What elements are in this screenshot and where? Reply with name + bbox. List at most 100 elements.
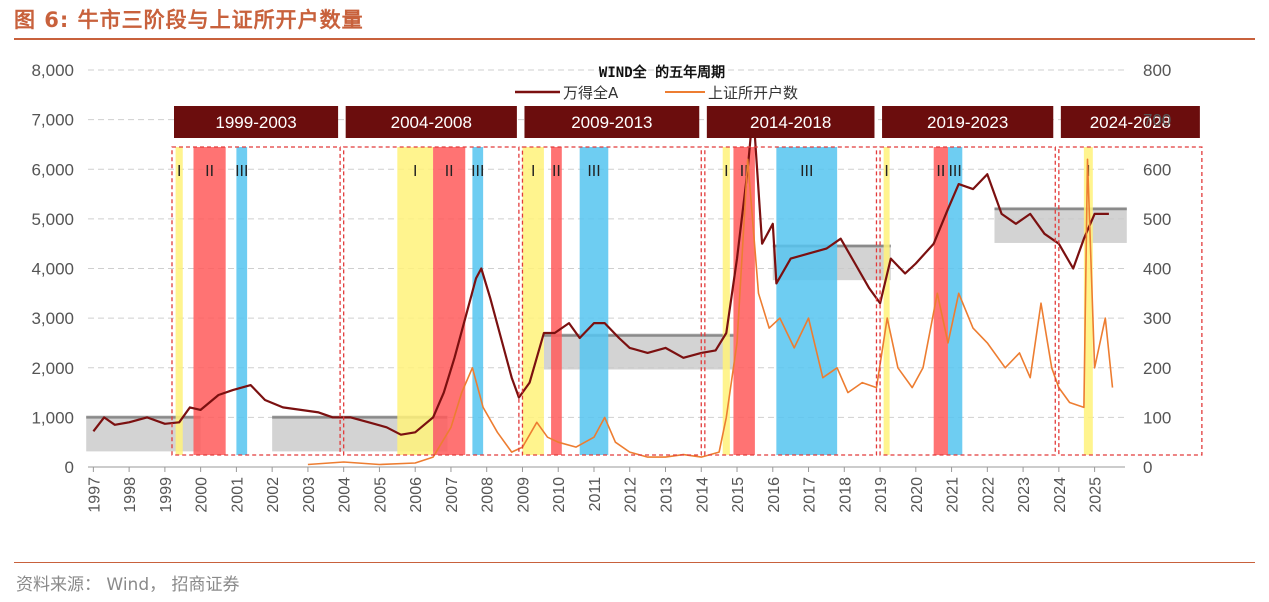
phase-band: [551, 147, 562, 455]
phase-band: [933, 147, 948, 455]
phase-band: [947, 147, 963, 455]
top-rule: [14, 38, 1255, 40]
legend-label: 上证所开户数: [708, 84, 798, 102]
cycle-label: 2014-2018: [750, 113, 831, 132]
x-tick-label: 2013: [659, 477, 676, 513]
cycle-box: [704, 146, 878, 456]
legend-label: 万得全A: [563, 84, 619, 102]
x-tick-label: 2001: [229, 477, 246, 513]
phase-band: [397, 147, 434, 455]
phase-label: II: [552, 162, 561, 180]
y-right-tick-label: 100: [1143, 408, 1171, 427]
x-tick-label: 2007: [444, 477, 461, 513]
source-note: 资料来源： Wind， 招商证券: [16, 575, 240, 595]
bottom-rule: [14, 562, 1255, 563]
cycle-label-box: [706, 106, 875, 138]
series-line: [92, 108, 1109, 436]
y-right-tick-label: 400: [1143, 260, 1171, 279]
cycle-box: [1058, 146, 1203, 456]
y-right-tick-label: 0: [1143, 458, 1152, 477]
x-tick-label: 2016: [766, 477, 783, 513]
x-tick-label: 2024: [1052, 477, 1069, 513]
x-tick-label: 2005: [372, 477, 389, 513]
phase-band: [579, 147, 609, 455]
y-left-tick-label: 3,000: [31, 309, 74, 328]
x-tick-label: 2010: [551, 477, 568, 513]
phase-label: I: [177, 162, 181, 180]
x-tick-label: 2020: [909, 477, 926, 513]
x-tick-label: 2009: [515, 477, 532, 513]
x-tick-label: 2018: [837, 477, 854, 513]
y-right-tick-label: 800: [1143, 61, 1171, 80]
phase-band: [175, 147, 183, 455]
x-tick-label: 1997: [86, 477, 103, 513]
phase-band: [522, 147, 544, 455]
x-tick-label: 2011: [587, 477, 604, 512]
series-line: [307, 158, 1114, 466]
phase-label: I: [413, 162, 417, 180]
y-right-tick-label: 200: [1143, 359, 1171, 378]
y-left-tick-label: 5,000: [31, 210, 74, 229]
x-tick-label: 2015: [730, 477, 747, 513]
x-tick-label: 2025: [1088, 477, 1105, 513]
cycle-label-box: [174, 106, 339, 138]
cycle-box: [171, 146, 341, 456]
x-tick-label: 2019: [873, 477, 890, 513]
y-left-tick-label: 7,000: [31, 111, 74, 130]
phase-band: [722, 147, 730, 455]
y-left-tick-label: 2,000: [31, 359, 74, 378]
y-right-tick-label: 300: [1143, 309, 1171, 328]
x-tick-label: 2006: [408, 477, 425, 513]
x-tick-label: 2000: [194, 477, 211, 513]
cycle-label: 1999-2003: [215, 113, 296, 132]
phase-label: III: [235, 162, 248, 180]
x-tick-label: 1998: [122, 477, 139, 513]
phase-label: III: [800, 162, 813, 180]
x-tick-label: 2017: [802, 477, 819, 513]
cycle-label-box: [345, 106, 517, 138]
x-tick-label: 2023: [1016, 477, 1033, 513]
cycle-label-box: [882, 106, 1054, 138]
axes: 0 1,000 2,000 3,000 4,000 5,000 6,000 7,000 8,00…: [31, 61, 1171, 513]
phase-band: [1083, 147, 1093, 455]
phase-label: II: [205, 162, 214, 180]
cycle-box: [343, 146, 520, 456]
x-tick-label: 2008: [480, 477, 497, 513]
cycle-label-box: [524, 106, 700, 138]
plateau-band: [86, 415, 201, 452]
phase-label: II: [445, 162, 454, 180]
y-left-tick-label: 8,000: [31, 61, 74, 80]
x-tick-label: 2002: [265, 477, 282, 513]
plateau-band: [994, 206, 1127, 243]
phase-label: III: [949, 162, 962, 180]
y-right-tick-label: 600: [1143, 160, 1171, 179]
cycle-label: 2019-2023: [927, 113, 1008, 132]
y-right-tick-label: 500: [1143, 210, 1171, 229]
cycle-boxes: 1999-2003 2004-2008 2009-2013 2014-2018 2019…: [171, 106, 1203, 456]
phase-label: II: [936, 162, 945, 180]
y-right-tick-label: 700: [1143, 111, 1171, 130]
phase-label: I: [884, 162, 888, 180]
y-left-tick-label: 1,000: [31, 408, 74, 427]
cycle-label-box: [1060, 106, 1200, 138]
phase-label: III: [587, 162, 600, 180]
phase-band: [472, 147, 484, 455]
phase-label: III: [471, 162, 484, 180]
y-left-tick-label: 4,000: [31, 260, 74, 279]
cycle-label: 2004-2008: [391, 113, 472, 132]
x-tick-label: 2021: [945, 477, 962, 513]
x-tick-label: 2012: [623, 477, 640, 513]
series-lines: [92, 108, 1114, 466]
phase-label: II: [740, 162, 749, 180]
phase-band: [776, 147, 838, 455]
phase-bands: I II III I II III I II III I II III I II III I: [175, 147, 1093, 455]
y-left-tick-label: 6,000: [31, 160, 74, 179]
x-tick-label: 2004: [337, 477, 354, 513]
x-tick-label: 2022: [980, 477, 997, 513]
cycle-label: 2024-2028: [1090, 113, 1171, 132]
cycle-box: [879, 146, 1056, 456]
cycle-label: 2009-2013: [571, 113, 652, 132]
x-tick-label: 2003: [301, 477, 318, 513]
phase-band: [733, 147, 755, 455]
